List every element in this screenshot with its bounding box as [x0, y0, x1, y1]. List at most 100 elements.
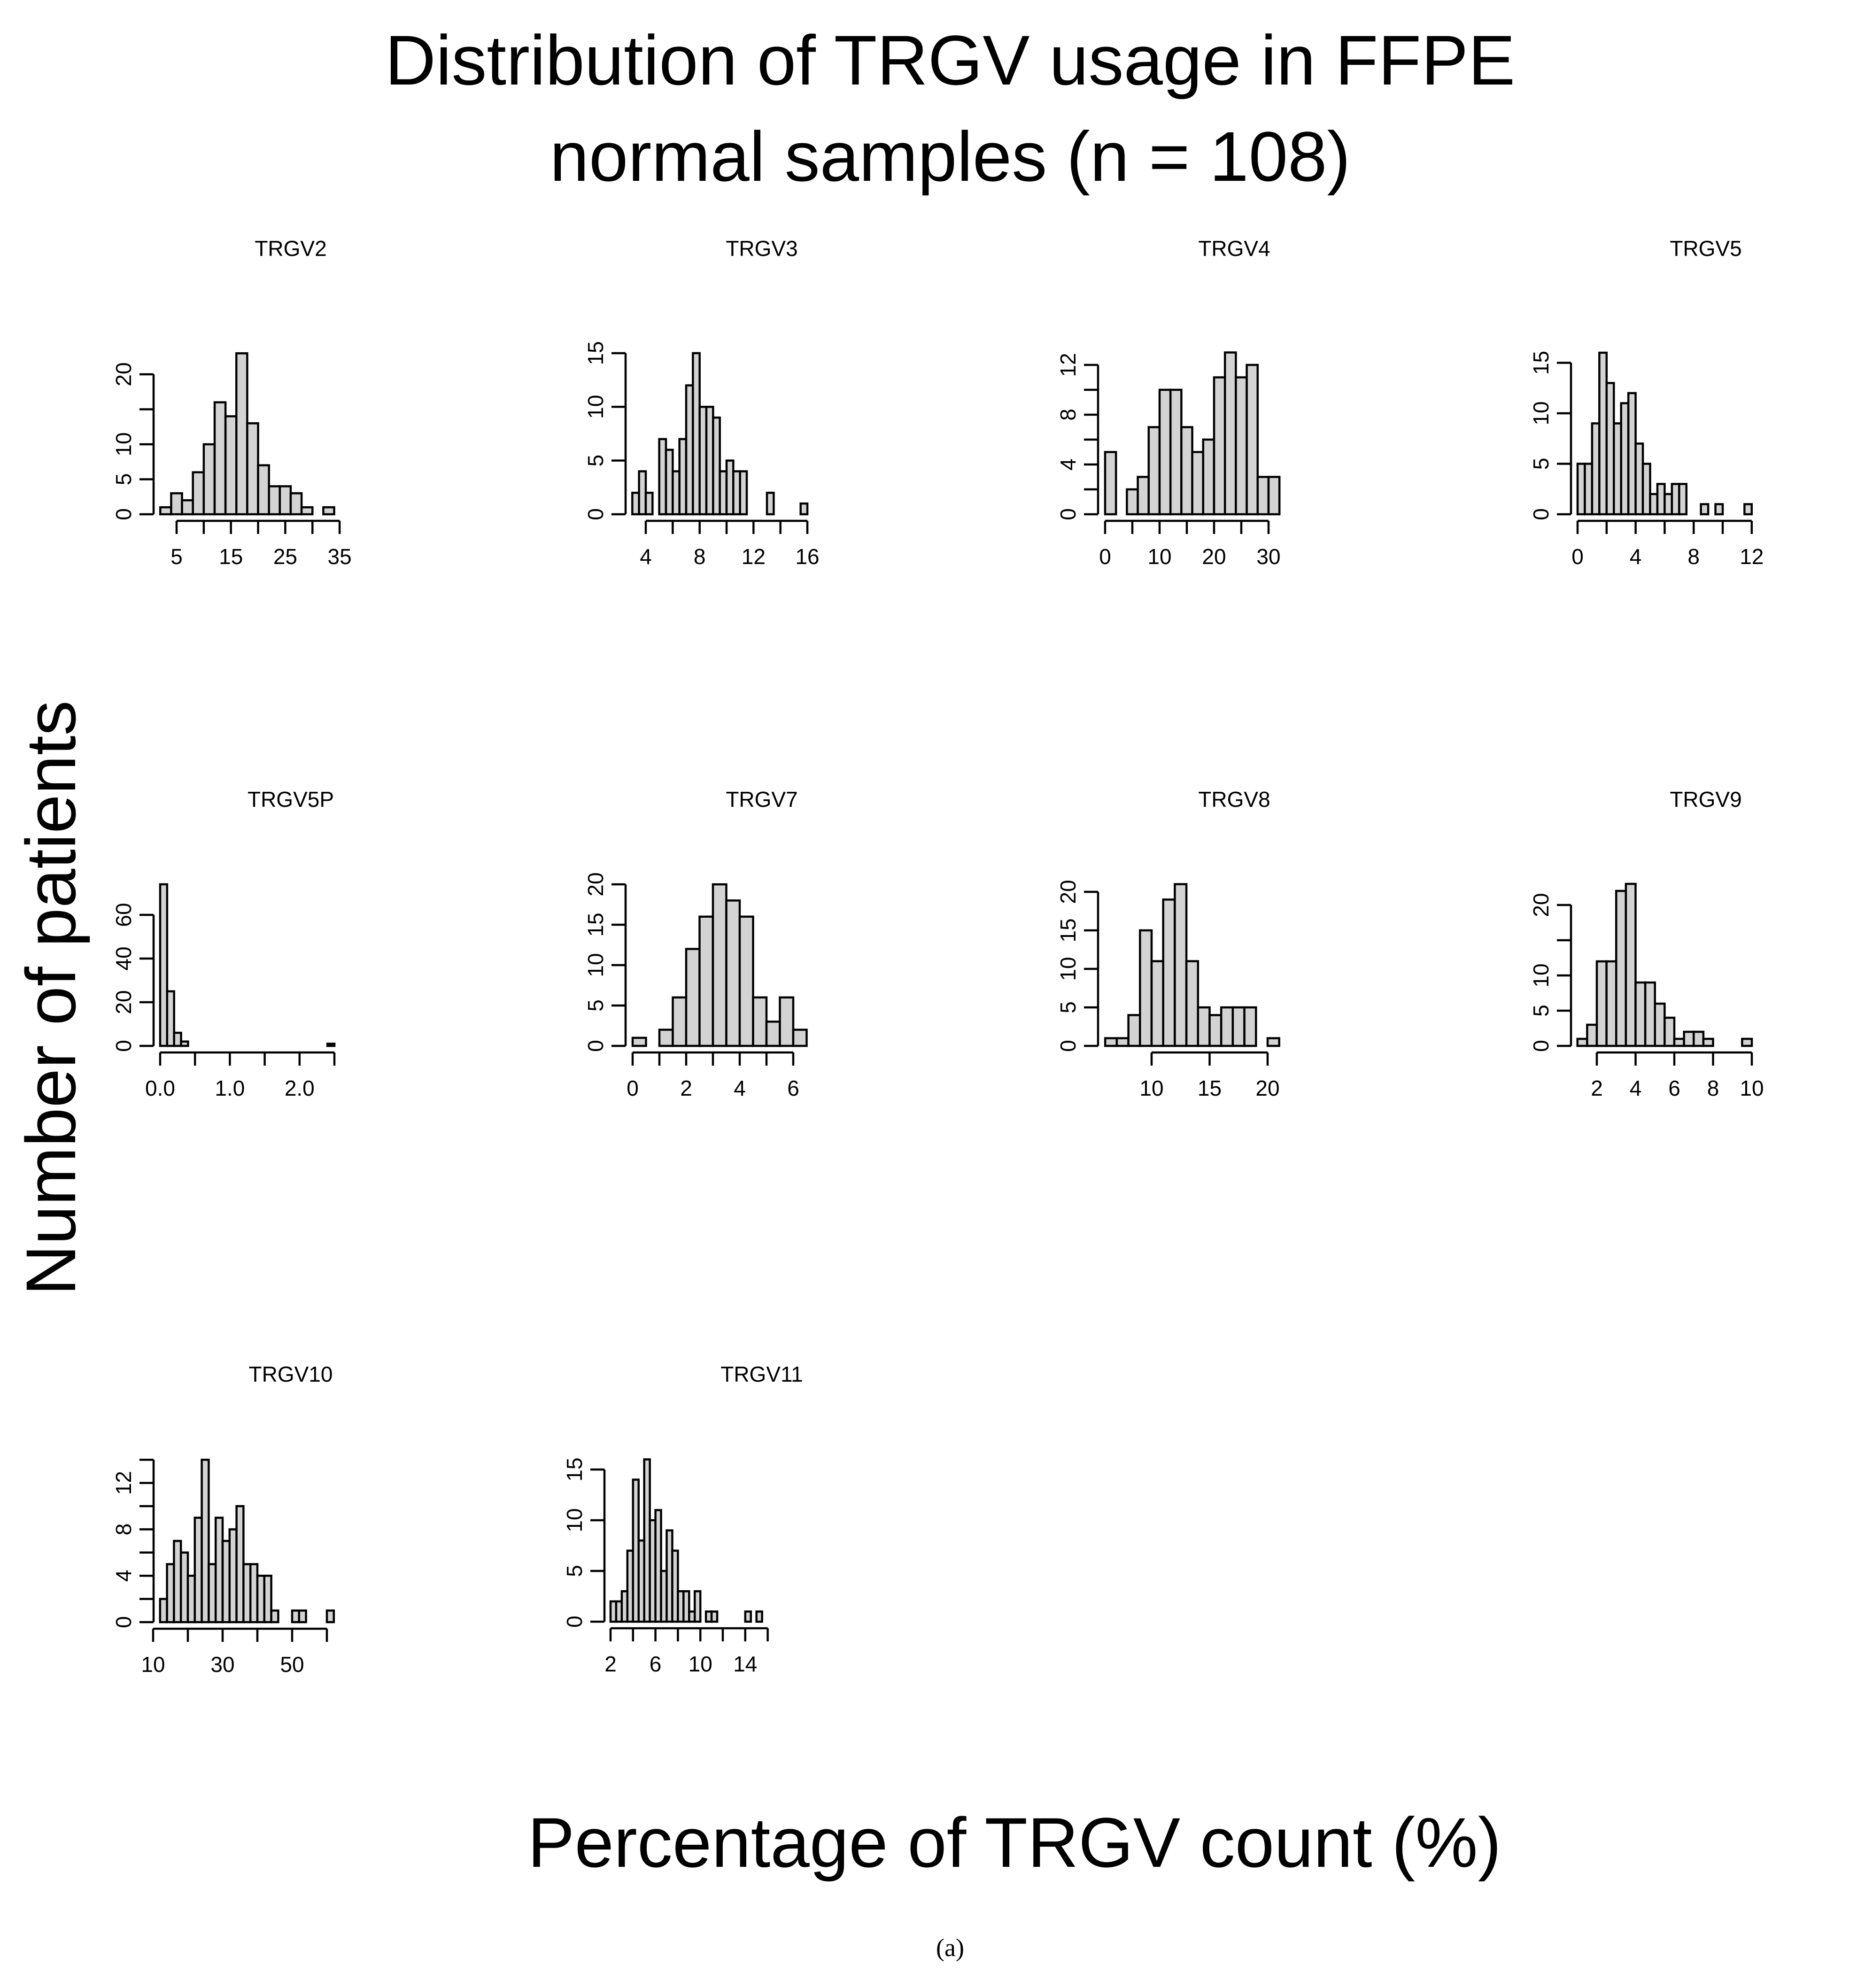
y-tick-label: 8 [1056, 409, 1080, 421]
histogram-bar [325, 1609, 335, 1624]
histogram-bar [694, 1590, 702, 1623]
histogram-bar [1654, 1002, 1666, 1047]
x-tick-label: 1.0 [215, 1076, 245, 1100]
histogram-bar [1586, 1023, 1598, 1047]
x-tick-label: 6 [1668, 1076, 1680, 1100]
x-tick-label: 30 [1256, 544, 1280, 569]
histogram-bar [1208, 1014, 1223, 1047]
histogram-bar [1634, 442, 1644, 516]
histogram-bar [300, 506, 314, 516]
histogram-bar [1246, 364, 1259, 516]
histogram-bar [1693, 1030, 1705, 1047]
x-tick-label: 10 [1740, 1076, 1764, 1100]
x-tick-label: 4 [1630, 1076, 1642, 1100]
histogram-panel-trgv3: TRGV3 4 8 12 16 0 5 10 15 [583, 236, 820, 569]
histogram-bar [1613, 422, 1622, 516]
x-tick-label: 0 [1571, 544, 1584, 569]
x-axis-label: Percentage of TRGV count (%) [527, 1803, 1501, 1882]
y-tick-label: 15 [1056, 918, 1080, 942]
panel-title: TRGV10 [249, 1362, 333, 1386]
histogram-bar [1185, 960, 1199, 1047]
y-tick-label: 10 [583, 953, 608, 977]
histogram-bar [799, 502, 809, 516]
x-tick-label: 10 [1139, 1076, 1163, 1100]
y-tick-label: 5 [1529, 1005, 1553, 1017]
histogram-bar [1700, 503, 1710, 516]
y-tick-label: 12 [111, 1471, 136, 1495]
y-tick-label: 5 [1056, 1001, 1080, 1013]
histogram-bar [1220, 1006, 1234, 1047]
panel-title: TRGV3 [726, 236, 797, 261]
histogram-panel-trgv10: TRGV10 10 30 50 0 4 8 12 [111, 1362, 335, 1677]
x-tick-label: 20 [1202, 544, 1226, 569]
x-tick-label: 2 [680, 1076, 692, 1100]
x-tick-label: 35 [328, 544, 352, 569]
y-tick-label: 15 [583, 341, 608, 365]
histogram-bar [1267, 476, 1281, 516]
x-tick-label: 5 [170, 544, 183, 569]
panel-title: TRGV8 [1198, 787, 1270, 812]
x-tick-label: 14 [733, 1652, 757, 1676]
histogram-bar [1576, 1037, 1588, 1047]
histogram-bar [672, 996, 688, 1047]
histogram-bar [263, 1574, 272, 1624]
histogram-bar [1641, 463, 1651, 516]
histogram-bar [268, 485, 281, 516]
histogram-bar [744, 1610, 752, 1623]
histogram-bar [1139, 929, 1153, 1047]
histogram-bar [202, 443, 216, 516]
histogram-panel-trgv9: TRGV9 2 4 6 8 10 0 5 10 20 [1529, 787, 1764, 1100]
histogram-bar [1595, 960, 1608, 1047]
y-tick-label: 60 [111, 903, 136, 927]
histogram-bar [1231, 1006, 1246, 1047]
histogram-bar [682, 1590, 690, 1623]
histogram-panel-trgv7: TRGV7 0 2 4 6 0 5 10 15 20 [583, 787, 808, 1100]
x-tick-label: 16 [795, 544, 819, 569]
histogram-bar [257, 464, 270, 516]
histogram-bar [739, 470, 748, 516]
histogram-panel-trgv5: TRGV5 0 4 8 12 0 5 10 15 [1529, 236, 1764, 569]
histogram-bar [246, 422, 259, 516]
histogram-bar [1644, 981, 1656, 1047]
histogram-bar [1584, 463, 1594, 516]
y-tick-label: 0 [583, 508, 608, 520]
y-tick-label: 10 [562, 1508, 587, 1532]
y-tick-label: 40 [111, 946, 136, 970]
y-tick-label: 0 [1056, 1040, 1080, 1052]
histogram-bar [1671, 483, 1680, 516]
x-tick-label: 0 [627, 1076, 639, 1100]
y-tick-label: 12 [1056, 353, 1080, 377]
histogram-bar [644, 492, 654, 516]
histogram-bar [1150, 960, 1164, 1047]
histogram-bar [166, 990, 175, 1047]
histogram-bar [1213, 376, 1226, 516]
histogram-bar [224, 415, 238, 516]
histogram-bar [752, 996, 768, 1047]
y-tick-label: 0 [111, 1616, 136, 1628]
panel-title: TRGV9 [1670, 787, 1741, 812]
y-tick-label: 5 [562, 1565, 587, 1577]
y-tick-label: 5 [583, 455, 608, 467]
y-tick-label: 0 [562, 1616, 587, 1628]
x-tick-label: 4 [1630, 544, 1642, 569]
histogram-bar [1656, 483, 1666, 516]
histogram-bar [1202, 438, 1215, 516]
x-tick-label: 2 [1591, 1076, 1603, 1100]
panel-title: TRGV5P [248, 787, 334, 812]
y-tick-label: 5 [583, 999, 608, 1012]
x-tick-label: 10 [1147, 544, 1171, 569]
histogram-bar [654, 1509, 662, 1623]
histogram-bar [159, 883, 169, 1047]
histogram-panel-trgv11: TRGV11 2 6 10 14 0 5 10 15 [562, 1362, 803, 1676]
y-tick-label: 10 [1529, 401, 1553, 425]
histogram-bar [159, 506, 172, 516]
histogram-bar [1649, 493, 1659, 516]
histogram-bar [755, 1610, 763, 1623]
histogram-bar [1137, 476, 1150, 516]
histogram-bar [671, 1549, 679, 1623]
histogram-bar [1741, 1037, 1753, 1047]
y-tick-label: 15 [562, 1457, 587, 1481]
y-tick-label: 15 [1529, 351, 1553, 375]
histogram-bar [1197, 1006, 1211, 1047]
